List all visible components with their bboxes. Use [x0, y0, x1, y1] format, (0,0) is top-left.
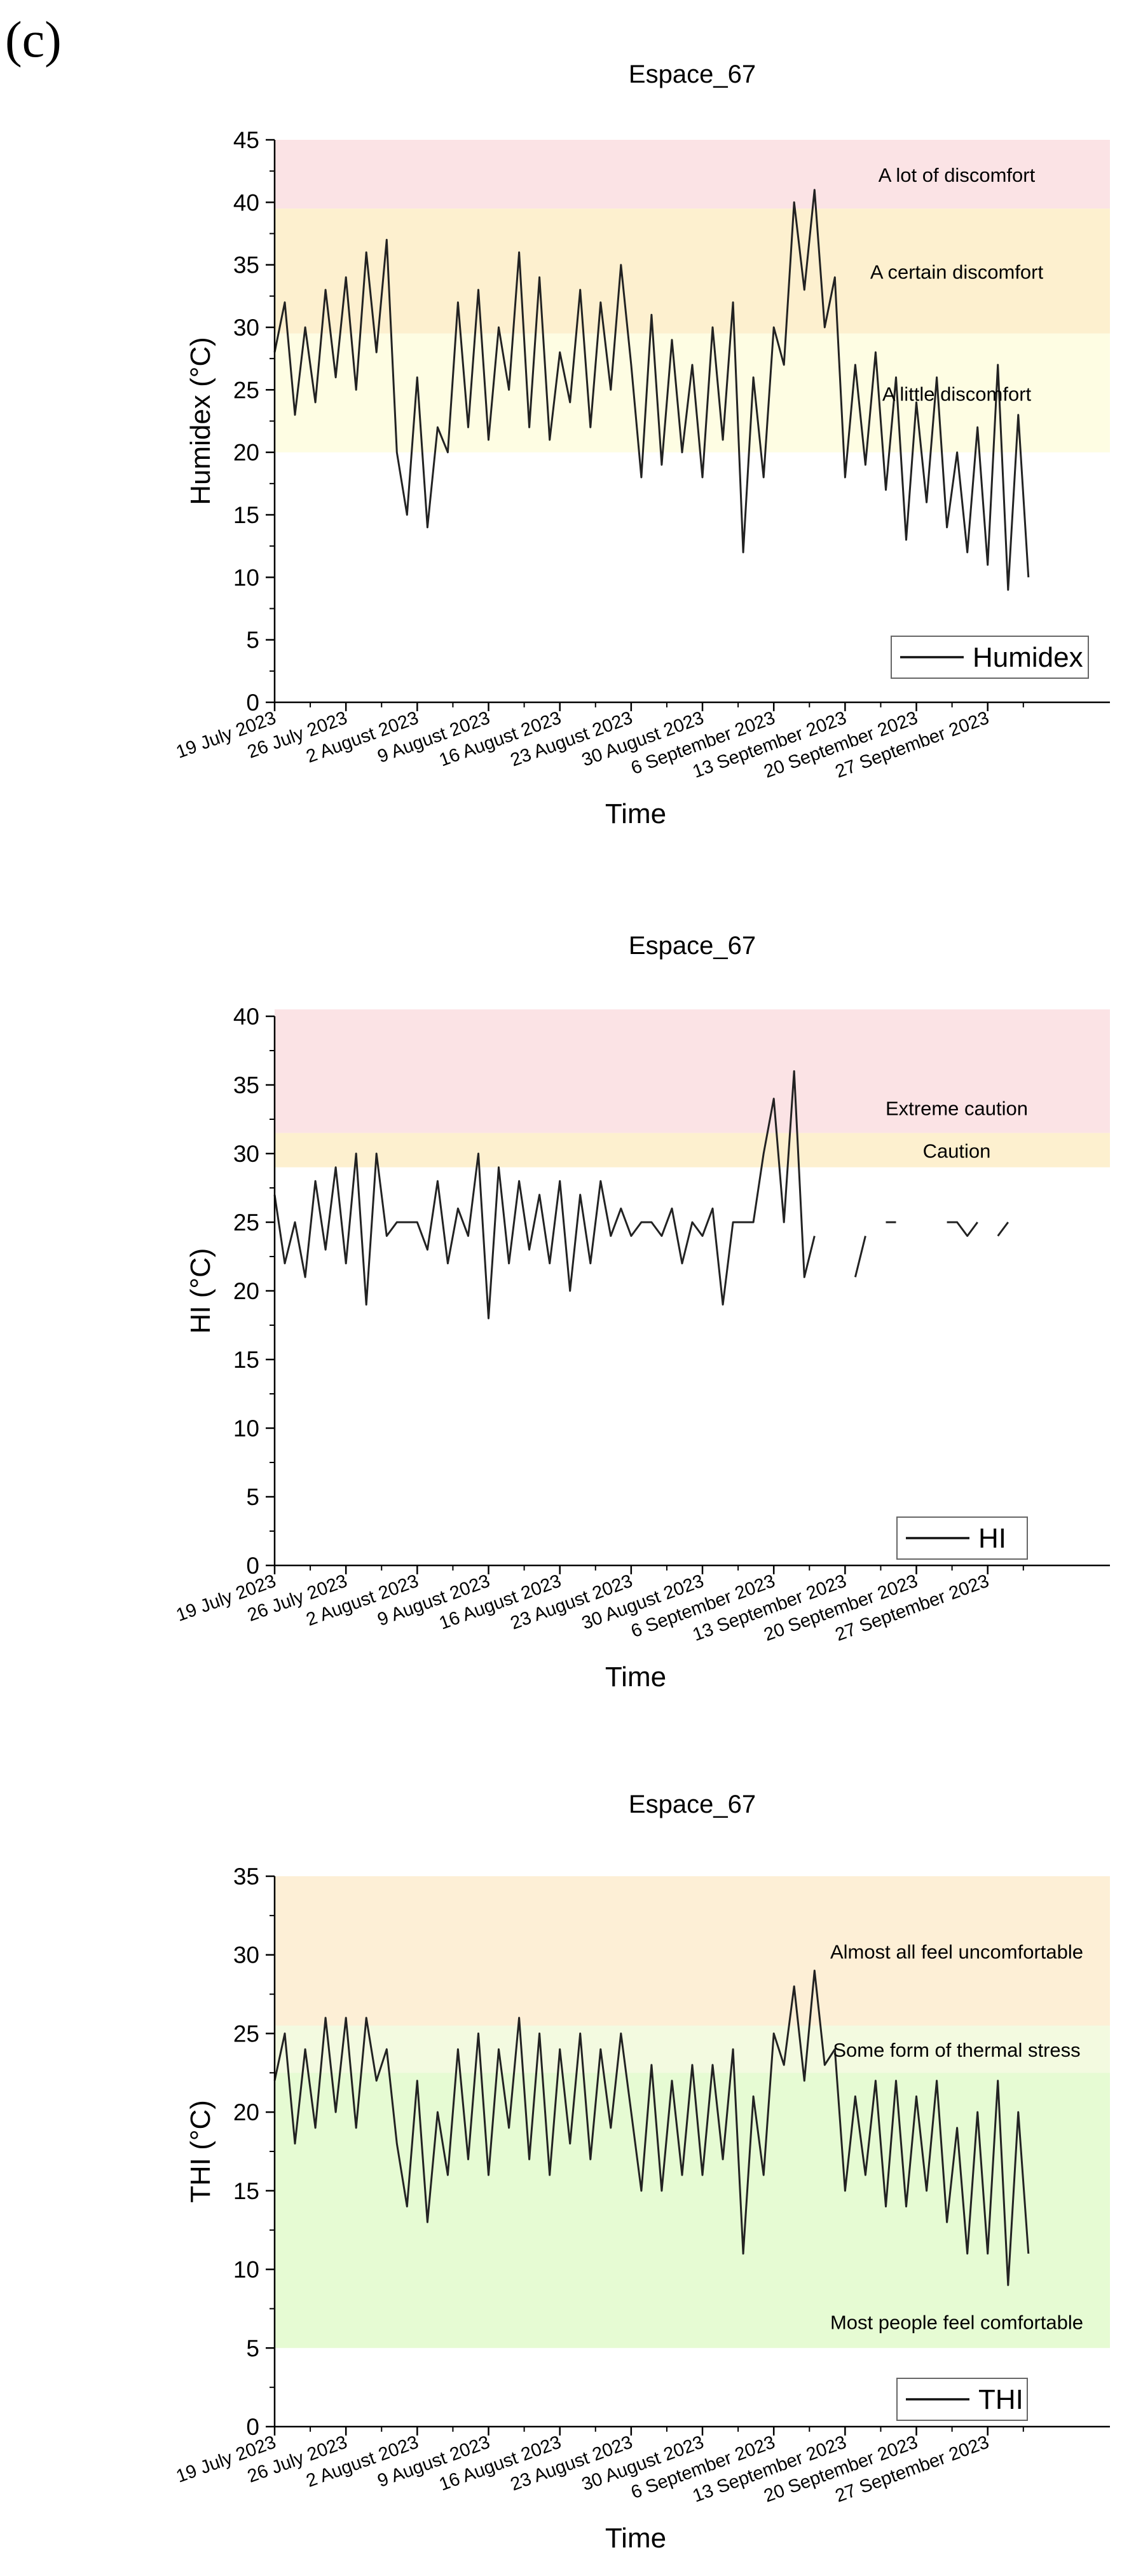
y-tick-label: 30	[233, 1942, 259, 1968]
y-tick-label: 20	[233, 2099, 259, 2125]
legend-label: THI	[978, 2384, 1023, 2415]
zone-band-1	[275, 208, 1110, 334]
chart-title: Espace_67	[629, 932, 756, 960]
y-axis-label: Humidex (°C)	[185, 337, 216, 505]
y-tick-label: 15	[233, 502, 259, 528]
y-tick-label: 20	[233, 440, 259, 466]
chart-title: Espace_67	[629, 1790, 756, 1818]
y-tick-label: 5	[246, 1484, 259, 1510]
y-tick-label: 20	[233, 1278, 259, 1304]
zone-label-0: Almost all feel uncomfortable	[830, 1941, 1083, 1963]
legend-label: HI	[978, 1523, 1006, 1554]
zone-label-2: Most people feel comfortable	[830, 2311, 1083, 2333]
x-axis-label: Time	[605, 1661, 666, 1693]
y-tick-label: 10	[233, 2257, 259, 2283]
y-tick-label: 0	[246, 690, 259, 716]
y-tick-label: 5	[246, 2335, 259, 2361]
zone-label-1: Some form of thermal stress	[833, 2039, 1080, 2061]
panel-label: (c)	[5, 12, 62, 68]
zone-label-1: Caution	[923, 1140, 991, 1162]
y-tick-label: 40	[233, 189, 259, 215]
y-tick-label: 15	[233, 1347, 259, 1373]
series-line	[273, 1970, 1030, 2286]
x-axis-label: Time	[605, 2523, 666, 2554]
zone-label-1: A certain discomfort	[870, 261, 1044, 283]
y-tick-label: 35	[233, 252, 259, 278]
y-tick-label: 25	[233, 377, 259, 403]
zone-label-0: Extreme caution	[886, 1098, 1028, 1120]
y-tick-label: 40	[233, 1004, 259, 1030]
y-tick-label: 25	[233, 1210, 259, 1236]
y-tick-label: 10	[233, 564, 259, 590]
y-tick-label: 10	[233, 1415, 259, 1441]
y-tick-label: 35	[233, 1072, 259, 1098]
chart-title: Espace_67	[629, 60, 756, 88]
y-tick-label: 30	[233, 1141, 259, 1167]
y-tick-label: 0	[246, 2414, 259, 2440]
y-tick-label: 35	[233, 1864, 259, 1890]
legend-label: Humidex	[973, 642, 1083, 673]
humidex-chart: Espace_67 A lot of discomfort A certain di…	[174, 60, 1110, 829]
zone-band-0	[275, 1009, 1110, 1133]
y-tick-label: 15	[233, 2178, 259, 2204]
zone-band-1	[275, 1133, 1110, 1168]
y-tick-label: 5	[246, 627, 259, 653]
zone-label-0: A lot of discomfort	[879, 164, 1036, 186]
series-line	[273, 189, 1030, 591]
y-axis-label: HI (°C)	[185, 1248, 216, 1334]
hi-chart: Espace_67 Extreme caution Caution 0 5 10 15 20 2…	[174, 932, 1110, 1693]
y-tick-label: 45	[233, 127, 259, 153]
thi-chart: Espace_67 Almost all feel uncomfortable So…	[174, 1790, 1110, 2554]
y-axis-label: THI (°C)	[185, 2100, 216, 2203]
zone-band-0	[275, 1876, 1110, 2026]
y-tick-label: 30	[233, 315, 259, 341]
y-tick-label: 0	[246, 1553, 259, 1579]
x-axis-label: Time	[605, 798, 666, 829]
zone-band-0	[275, 140, 1110, 209]
y-tick-label: 25	[233, 2021, 259, 2047]
zone-label-2: A little discomfort	[882, 383, 1032, 405]
